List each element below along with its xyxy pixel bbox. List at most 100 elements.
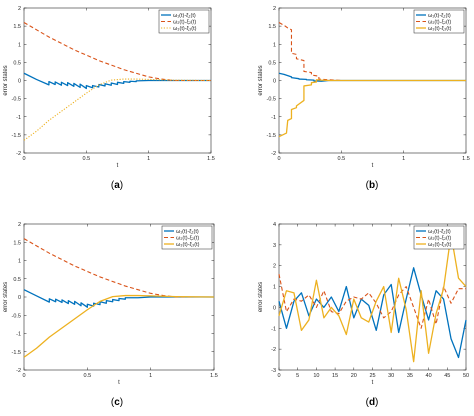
y-tick-label: 1 bbox=[18, 42, 21, 48]
y-axis-label: error states bbox=[258, 65, 264, 95]
y-tick-label: -1 bbox=[271, 326, 276, 332]
legend: ω₁(t)-ξ₁(t)ω₂(t)-ξ₂(t)ω₃(t)-ξ₃(t) bbox=[161, 225, 213, 250]
x-tick-label: 0.5 bbox=[338, 156, 346, 162]
y-tick-label: 1 bbox=[18, 259, 21, 265]
x-tick-label: 40 bbox=[426, 373, 432, 379]
legend-entry-1: ω₁(t)-ξ₁(t) bbox=[173, 13, 196, 19]
legend-entry-3: ω₃(t)-ξ₃(t) bbox=[173, 26, 197, 32]
y-tick-label: 0.5 bbox=[13, 277, 21, 283]
legend: ω₁(t)-ξ₁(t)ω₂(t)-ξ₂(t)ω₃(t)-ξ₃(t) bbox=[413, 225, 465, 250]
x-tick-label: 30 bbox=[388, 373, 394, 379]
x-tick-label: 25 bbox=[369, 373, 375, 379]
y-tick-label: 0 bbox=[18, 295, 21, 301]
y-tick-label: 0 bbox=[273, 305, 276, 311]
y-axis-label: error states bbox=[3, 65, 9, 95]
chart-panel-3: 0 0.5 1 1.5 -2 -1.5 -1 -0.5 0 0.5 1 1.5 2 t error stat… bbox=[3, 222, 218, 408]
y-tick-label: -1 bbox=[16, 115, 21, 121]
x-tick-label: 20 bbox=[351, 373, 357, 379]
y-tick-label: 1.5 bbox=[13, 24, 21, 30]
x-tick-label: 0 bbox=[277, 156, 280, 162]
x-tick-label: 0.5 bbox=[84, 373, 92, 379]
panel-label: (d) bbox=[366, 397, 379, 408]
legend-box bbox=[413, 9, 465, 34]
y-tick-label: -1.5 bbox=[12, 350, 21, 356]
y-axis-label: error states bbox=[258, 282, 264, 312]
y-tick-label: 0.5 bbox=[268, 60, 276, 66]
x-tick-label: 0 bbox=[22, 156, 25, 162]
series-line-3 bbox=[23, 78, 212, 141]
x-axis-label: t bbox=[372, 380, 374, 386]
y-tick-label: -0.5 bbox=[267, 97, 276, 103]
y-tick-label: 4 bbox=[273, 222, 276, 228]
legend-entry-1: ω₁(t)-ξ₁(t) bbox=[428, 229, 451, 235]
y-tick-label: 1.5 bbox=[268, 24, 276, 30]
series-line-3 bbox=[23, 294, 215, 358]
series-line-3 bbox=[278, 79, 466, 138]
series-line-2 bbox=[278, 22, 466, 82]
x-tick-label: 50 bbox=[463, 373, 469, 379]
y-tick-label: 3 bbox=[273, 243, 276, 249]
y-tick-label: 0 bbox=[18, 79, 21, 85]
chart-panel-4: 0 5 10 15 20 25 30 35 40 45 50 -3 -2 -1 0 1 2 3 4 t error st… bbox=[258, 222, 469, 408]
y-tick-label: -2 bbox=[271, 347, 276, 353]
x-tick-label: 0.5 bbox=[83, 156, 91, 162]
x-tick-label: 10 bbox=[313, 373, 319, 379]
legend-entry-3: ω₃(t)-ξ₃(t) bbox=[176, 242, 200, 248]
y-tick-label: 2 bbox=[18, 222, 21, 228]
legend: ω₁(t)-ξ₁(t)ω₂(t)-ξ₂(t)ω₃(t)-ξ₃(t) bbox=[413, 9, 465, 34]
y-tick-label: 1 bbox=[273, 42, 276, 48]
x-axis-label: t bbox=[118, 380, 120, 386]
y-tick-label: -1 bbox=[16, 332, 21, 338]
y-axis-label: error states bbox=[3, 282, 9, 312]
x-tick-label: 1.5 bbox=[210, 373, 218, 379]
x-tick-label: 1 bbox=[147, 156, 150, 162]
x-tick-label: 1 bbox=[149, 373, 152, 379]
chart-panel-2: 0 0.5 1 1.5 -2 -1.5 -1 -0.5 0 0.5 1 1.5 2 t error stat… bbox=[258, 6, 470, 191]
legend: ω₁(t)-ξ₁(t)ω₂(t)-ξ₂(t)ω₃(t)-ξ₃(t) bbox=[158, 9, 210, 34]
panel-label: (a) bbox=[111, 180, 123, 191]
legend-entry-2: ω₂(t)-ξ₂(t) bbox=[173, 20, 196, 26]
x-tick-label: 45 bbox=[444, 373, 450, 379]
y-tick-label: 0 bbox=[273, 79, 276, 85]
legend-entry-1: ω₁(t)-ξ₁(t) bbox=[176, 229, 199, 235]
x-tick-label: 1.5 bbox=[207, 156, 215, 162]
y-tick-label: 1 bbox=[273, 285, 276, 291]
y-tick-label: -1.5 bbox=[267, 133, 276, 139]
series-line-1 bbox=[23, 72, 211, 90]
series-line-2 bbox=[23, 22, 211, 82]
y-tick-label: -0.5 bbox=[12, 313, 21, 319]
legend-box bbox=[413, 225, 465, 250]
panel-label: (b) bbox=[366, 180, 379, 191]
y-tick-label: -2 bbox=[271, 151, 276, 157]
legend-box bbox=[161, 225, 213, 250]
y-tick-label: 1.5 bbox=[13, 240, 21, 246]
y-tick-label: 0.5 bbox=[13, 60, 21, 66]
x-axis-label: t bbox=[117, 163, 119, 169]
y-tick-label: 2 bbox=[273, 264, 276, 270]
y-tick-label: -2 bbox=[16, 368, 21, 374]
x-tick-label: 35 bbox=[407, 373, 413, 379]
series-line-3 bbox=[278, 233, 467, 363]
y-tick-label: -2 bbox=[16, 151, 21, 157]
y-tick-label: -1.5 bbox=[12, 133, 21, 139]
series-line-1 bbox=[23, 289, 214, 308]
legend-entry-2: ω₂(t)-ξ₂(t) bbox=[428, 20, 451, 26]
y-tick-label: -1 bbox=[271, 115, 276, 121]
y-tick-label: -3 bbox=[271, 368, 276, 374]
x-tick-label: 0 bbox=[277, 373, 280, 379]
legend-entry-2: ω₂(t)-ξ₂(t) bbox=[176, 236, 199, 242]
x-tick-label: 5 bbox=[296, 373, 299, 379]
x-axis-label: t bbox=[372, 163, 374, 169]
legend-box bbox=[158, 9, 210, 34]
legend-entry-3: ω₃(t)-ξ₃(t) bbox=[428, 242, 452, 248]
y-tick-label: 2 bbox=[273, 6, 276, 12]
legend-entry-2: ω₂(t)-ξ₂(t) bbox=[428, 236, 451, 242]
panel-label: (c) bbox=[111, 397, 123, 408]
legend-entry-3: ω₃(t)-ξ₃(t) bbox=[428, 26, 452, 32]
y-tick-label: -0.5 bbox=[12, 97, 21, 103]
x-tick-label: 1.5 bbox=[462, 156, 470, 162]
x-tick-label: 1 bbox=[402, 156, 405, 162]
chart-panel-1: 0 0.5 1 1.5 -2 -1.5 -1 -0.5 0 0.5 1 1.5 2 t error stat… bbox=[3, 6, 215, 191]
x-tick-label: 0 bbox=[22, 373, 25, 379]
